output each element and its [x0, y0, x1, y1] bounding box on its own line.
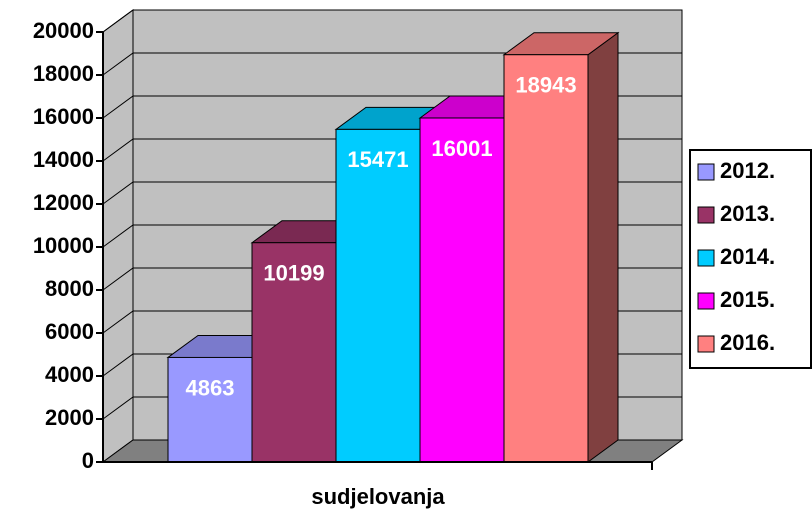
value-label: 18943	[515, 73, 576, 98]
bar	[251, 242, 337, 463]
legend-swatch	[697, 249, 715, 267]
y-tick-label: 4000	[45, 362, 94, 387]
x-category-label: sudjelovanja	[311, 484, 445, 509]
legend-items: 2012. 2013. 2014. 2015. 2016.	[697, 158, 775, 355]
grid-line	[102, 9, 682, 33]
y-tick-label: 0	[82, 448, 94, 473]
y-tick-label: 10000	[33, 233, 94, 258]
legend-label: 2013.	[720, 201, 775, 226]
grid-line	[102, 52, 682, 76]
bar	[503, 54, 589, 463]
legend-swatch	[697, 335, 715, 353]
y-tick-label: 8000	[45, 276, 94, 301]
y-tick-label: 16000	[33, 104, 94, 129]
legend-label: 2014.	[720, 244, 775, 269]
y-tick-label: 20000	[33, 18, 94, 43]
value-label: 10199	[263, 261, 324, 286]
bars: 4863 10199 15471 16001 18943	[166, 31, 620, 463]
y-tick-label: 12000	[33, 190, 94, 215]
legend-label: 2016.	[720, 330, 775, 355]
legend-label: 2015.	[720, 287, 775, 312]
bar	[335, 128, 421, 463]
y-tick-label: 6000	[45, 319, 94, 344]
bar-side	[587, 31, 619, 463]
bar	[167, 356, 253, 463]
legend-swatch	[697, 163, 715, 181]
value-label: 4863	[186, 375, 235, 400]
legend-swatch	[697, 292, 715, 310]
legend-swatch	[697, 206, 715, 224]
value-label: 15471	[347, 147, 408, 172]
bar	[419, 117, 505, 463]
value-label: 16001	[431, 136, 492, 161]
y-tick-label: 18000	[33, 61, 94, 86]
y-tick-label: 2000	[45, 405, 94, 430]
legend-label: 2012.	[720, 158, 775, 183]
y-tick-label: 14000	[33, 147, 94, 172]
